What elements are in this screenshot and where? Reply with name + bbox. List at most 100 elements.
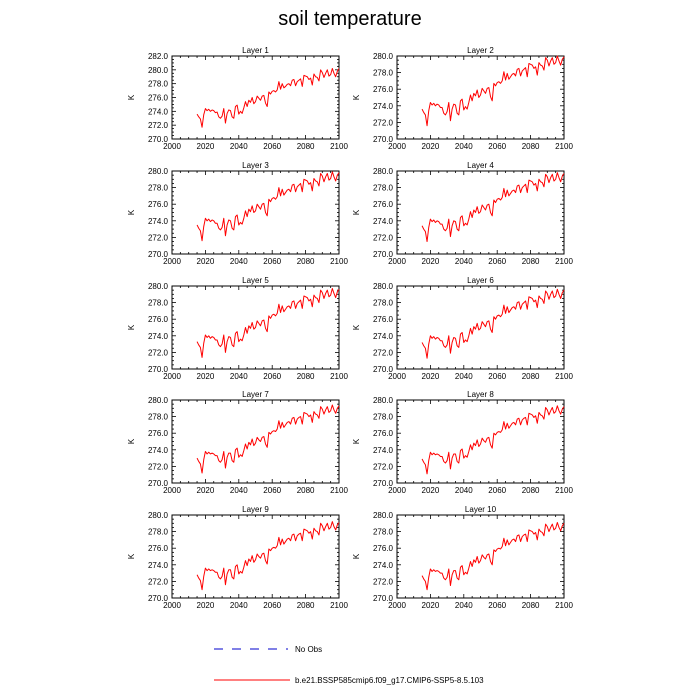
y-tick-label: 278.0 [373,528,394,537]
y-tick-label: 276.0 [373,429,394,438]
y-tick-label: 272.0 [148,577,169,586]
y-tick-label: 280.0 [373,52,394,61]
x-tick-label: 2080 [522,372,540,381]
x-tick-label: 2060 [263,372,281,381]
series-line [421,521,565,591]
y-tick-label: 274.0 [373,332,394,341]
x-tick-label: 2020 [197,601,215,610]
x-tick-label: 2060 [488,372,506,381]
panel-layer-7: Layer 7 K 2000 2020 2040 2060 2080 2100 270.0 272… [127,390,348,495]
x-tick-label: 2100 [330,601,348,610]
y-tick-label: 276.0 [148,94,169,103]
x-tick-label: 2000 [388,486,406,495]
panel-title: Layer 9 [242,505,269,514]
y-tick-label: 278.0 [148,184,169,193]
x-tick-label: 2000 [388,142,406,151]
panel-layer-2: Layer 2 K 2000 2020 2040 2060 2080 2100 270.0 272… [352,46,573,151]
plot-frame [396,514,565,599]
y-tick-label: 270.0 [373,250,394,259]
y-tick-label: 270.0 [148,365,169,374]
panel-layer-5: Layer 5 K 2000 2020 2040 2060 2080 2100 270.0 272… [127,276,348,381]
series-line [196,521,340,591]
panel-layer-4: Layer 4 K 2000 2020 2040 2060 2080 2100 270.0 272… [352,161,573,266]
x-tick-label: 2000 [163,142,181,151]
x-tick-label: 2020 [422,486,440,495]
y-axis-label: K [127,438,136,444]
x-tick-label: 2000 [163,601,181,610]
x-tick-label: 2080 [522,601,540,610]
x-tick-label: 2060 [263,486,281,495]
x-tick-label: 2040 [455,601,473,610]
x-tick-label: 2080 [297,372,315,381]
legend-no-obs-label: No Obs [295,645,322,654]
x-tick-label: 2080 [297,142,315,151]
x-tick-label: 2020 [422,257,440,266]
panel-title: Layer 8 [467,390,494,399]
y-tick-label: 270.0 [373,135,394,144]
x-tick-label: 2080 [297,486,315,495]
x-tick-label: 2100 [555,257,573,266]
y-tick-label: 272.0 [148,348,169,357]
x-tick-label: 2000 [388,257,406,266]
panel-title: Layer 2 [467,46,494,55]
y-tick-label: 274.0 [148,332,169,341]
x-tick-label: 2100 [330,486,348,495]
y-tick-label: 272.0 [373,233,394,242]
plot-frame [171,55,340,140]
y-tick-label: 278.0 [373,299,394,308]
plot-frame [396,170,565,255]
y-tick-label: 276.0 [373,85,394,94]
series-line [196,287,340,358]
y-tick-label: 270.0 [373,479,394,488]
plot-frame [171,170,340,255]
x-tick-label: 2080 [297,601,315,610]
y-axis-label: K [352,209,361,215]
y-tick-label: 280.0 [148,66,169,75]
series-line [421,172,565,243]
panel-layer-9: Layer 9 K 2000 2020 2040 2060 2080 2100 270.0 272… [127,505,348,610]
x-tick-label: 2060 [263,257,281,266]
y-tick-label: 274.0 [373,446,394,455]
y-tick-label: 270.0 [373,594,394,603]
x-tick-label: 2100 [330,372,348,381]
y-tick-label: 276.0 [148,429,169,438]
y-tick-label: 270.0 [148,135,169,144]
y-tick-label: 276.0 [148,315,169,324]
y-tick-label: 278.0 [148,413,169,422]
y-tick-label: 270.0 [148,594,169,603]
y-axis-label: K [127,324,136,330]
panel-title: Layer 5 [242,276,269,285]
panel-layer-6: Layer 6 K 2000 2020 2040 2060 2080 2100 270.0 272… [352,276,573,381]
series-line [196,171,340,242]
panel-title: Layer 7 [242,390,269,399]
y-tick-label: 280.0 [148,282,169,291]
x-tick-label: 2020 [197,486,215,495]
y-tick-label: 278.0 [373,184,394,193]
y-tick-label: 272.0 [148,121,169,130]
x-tick-label: 2100 [330,257,348,266]
x-tick-label: 2040 [230,372,248,381]
y-tick-label: 270.0 [148,479,169,488]
y-tick-label: 278.0 [373,69,394,78]
panel-title: Layer 10 [465,505,497,514]
y-tick-label: 280.0 [148,167,169,176]
y-tick-label: 272.0 [148,462,169,471]
panel-title: Layer 6 [467,276,494,285]
y-axis-label: K [352,553,361,559]
y-tick-label: 276.0 [148,200,169,209]
x-tick-label: 2000 [163,486,181,495]
x-tick-label: 2020 [422,142,440,151]
x-tick-label: 2040 [230,486,248,495]
y-axis-label: K [352,324,361,330]
y-tick-label: 278.0 [148,528,169,537]
series-line [421,55,565,127]
y-axis-label: K [352,94,361,100]
y-tick-label: 272.0 [373,462,394,471]
plot-frame [171,514,340,599]
y-tick-label: 274.0 [148,446,169,455]
series-line [196,67,340,128]
y-tick-label: 276.0 [373,544,394,553]
x-tick-label: 2000 [388,601,406,610]
x-tick-label: 2100 [555,372,573,381]
x-tick-label: 2040 [455,372,473,381]
